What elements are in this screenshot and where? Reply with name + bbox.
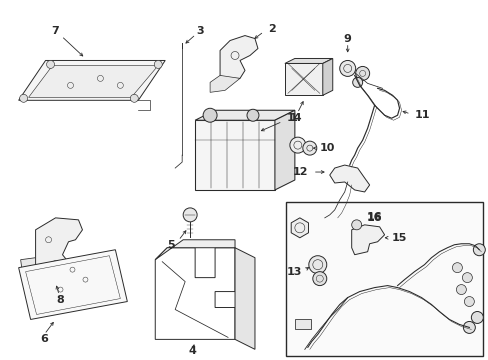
Circle shape xyxy=(203,108,217,122)
Polygon shape xyxy=(274,110,294,190)
Text: 9: 9 xyxy=(343,33,351,44)
Text: 3: 3 xyxy=(196,26,203,36)
Circle shape xyxy=(351,220,361,230)
Text: 14: 14 xyxy=(286,113,302,123)
Polygon shape xyxy=(235,248,254,349)
Circle shape xyxy=(355,67,369,80)
Circle shape xyxy=(183,208,197,222)
Circle shape xyxy=(302,141,316,155)
Polygon shape xyxy=(19,60,165,100)
Polygon shape xyxy=(291,218,308,238)
Circle shape xyxy=(46,60,55,68)
Text: 2: 2 xyxy=(267,24,275,33)
Circle shape xyxy=(455,285,466,294)
Circle shape xyxy=(154,60,162,68)
Polygon shape xyxy=(285,63,322,95)
Polygon shape xyxy=(155,240,235,260)
Circle shape xyxy=(462,273,471,283)
Circle shape xyxy=(20,94,27,102)
Text: 7: 7 xyxy=(52,26,59,36)
Text: 15: 15 xyxy=(391,233,406,243)
Text: 11: 11 xyxy=(414,110,429,120)
Polygon shape xyxy=(351,225,384,255)
Circle shape xyxy=(289,137,305,153)
Text: 16: 16 xyxy=(366,213,382,223)
Polygon shape xyxy=(19,250,127,319)
Polygon shape xyxy=(220,36,258,78)
Circle shape xyxy=(464,297,473,306)
Circle shape xyxy=(472,244,484,256)
Bar xyxy=(294,319,310,329)
Polygon shape xyxy=(329,165,369,192)
Circle shape xyxy=(246,109,259,121)
Text: 10: 10 xyxy=(319,143,334,153)
Circle shape xyxy=(312,272,326,285)
Circle shape xyxy=(308,256,326,274)
Circle shape xyxy=(451,263,462,273)
Circle shape xyxy=(470,311,482,323)
Text: 13: 13 xyxy=(286,267,301,276)
Polygon shape xyxy=(195,110,294,120)
Polygon shape xyxy=(285,58,332,63)
Text: 6: 6 xyxy=(41,334,48,345)
Circle shape xyxy=(130,94,138,102)
Bar xyxy=(285,202,482,356)
Circle shape xyxy=(352,77,362,87)
Text: 8: 8 xyxy=(57,294,64,305)
Circle shape xyxy=(339,60,355,76)
Text: 4: 4 xyxy=(188,346,196,356)
Polygon shape xyxy=(322,58,332,95)
Text: 5: 5 xyxy=(167,240,175,250)
Text: 1: 1 xyxy=(289,113,297,123)
Text: 12: 12 xyxy=(292,167,307,177)
Polygon shape xyxy=(36,218,82,280)
Polygon shape xyxy=(195,120,274,190)
Circle shape xyxy=(463,321,474,333)
Polygon shape xyxy=(210,75,240,92)
Polygon shape xyxy=(20,258,36,280)
Polygon shape xyxy=(29,66,158,97)
Text: 16: 16 xyxy=(366,212,382,222)
